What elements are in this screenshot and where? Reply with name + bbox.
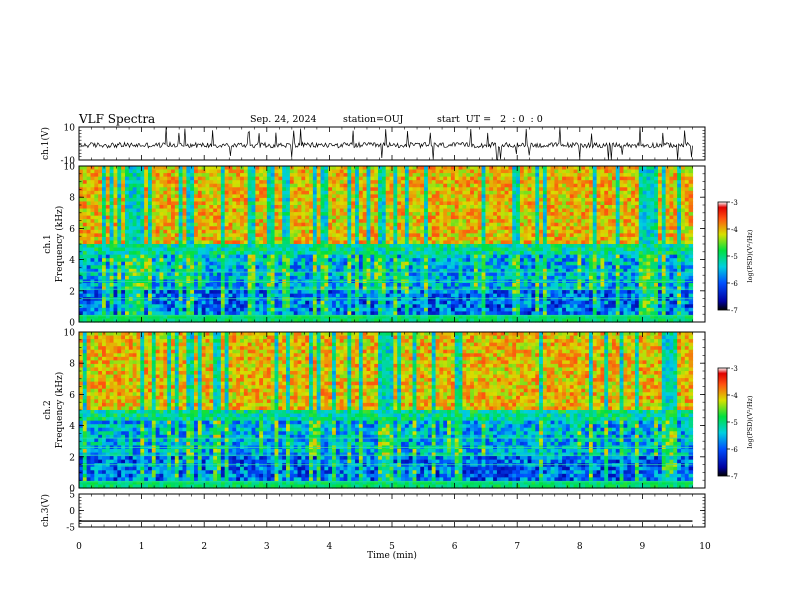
ch3-wave-ytick-label: 0 xyxy=(69,507,75,517)
ch1-spec-colorbar-label: log(PSD)(V²/Hz) xyxy=(746,229,754,282)
ch2-spec-colorbar-tick-label: -4 xyxy=(731,392,738,400)
ch1-spec-colorbar xyxy=(717,201,728,311)
x-tick-label: 6 xyxy=(452,542,458,552)
ch1-spec-colorbar-tick-label: -4 xyxy=(731,226,738,234)
ch2-spec-colorbar-tick-label: -6 xyxy=(731,446,738,454)
start-ut-label: start UT = 2 : 0 : 0 xyxy=(437,114,543,125)
x-tick-label: 8 xyxy=(577,542,583,552)
ch3-wave-ytick-label: 5 xyxy=(69,491,75,501)
x-tick-label: 7 xyxy=(514,542,520,552)
ch2-spec-ylabel-channel: ch.2 xyxy=(43,400,53,419)
x-tick-label: 5 xyxy=(389,542,395,552)
ch2-spec-colorbar-label: log(PSD)(V²/Hz) xyxy=(746,395,754,448)
x-tick-label: 2 xyxy=(201,542,207,552)
ch1-spec-ytick-label: 8 xyxy=(69,194,75,204)
ch2-spec-ytick-label: 6 xyxy=(69,391,75,401)
ch1-spec-ytick-label: 0 xyxy=(69,319,75,329)
x-tick-label: 10 xyxy=(699,542,711,552)
ch2-spec-ytick-label: 8 xyxy=(69,360,75,370)
ch3-waveform-ylabel: ch.3(V) xyxy=(40,494,51,527)
ch1-wave-ytick-label: 10 xyxy=(64,124,76,134)
x-tick-label: 4 xyxy=(327,542,333,552)
x-tick-label: 3 xyxy=(264,542,270,552)
ch1-spec-colorbar-tick-label: -6 xyxy=(731,280,738,288)
ch2-spec-ytick-label: 4 xyxy=(69,422,75,432)
ch2-spec-heatmap xyxy=(79,332,694,489)
ch2-spec-ytick-label: 0 xyxy=(69,485,75,495)
station-label: station=OUJ xyxy=(343,114,404,125)
ch1-spec-ytick-label: 10 xyxy=(64,163,76,173)
x-tick-label: 1 xyxy=(139,542,145,552)
ch2-spec-ylabel-frequency: Frequency (kHz) xyxy=(54,372,65,449)
figure-title: VLF Spectra xyxy=(79,112,156,126)
ch1-spec-ylabel-frequency: Frequency (kHz) xyxy=(54,206,65,283)
ch1-waveform-line xyxy=(78,127,693,161)
x-tick-label: 9 xyxy=(640,542,646,552)
ch1-spec-ytick-label: 6 xyxy=(69,225,75,235)
ch2-spec-ytick-label: 2 xyxy=(69,453,75,463)
ch1-spec-ylabel-channel: ch.1 xyxy=(43,234,53,253)
ch1-spec-heatmap xyxy=(79,166,694,323)
ch1-waveform-ylabel: ch.1(V) xyxy=(40,127,51,160)
ch1-spec-colorbar-tick-label: -3 xyxy=(731,199,738,207)
x-tick-label: 0 xyxy=(76,542,82,552)
ch3-wave-ytick-label: -5 xyxy=(66,524,75,534)
ch2-spec-colorbar-tick-label: -7 xyxy=(731,473,738,481)
ch1-spec-colorbar-tick-label: -7 xyxy=(731,307,738,315)
ch2-spec-colorbar-tick-label: -3 xyxy=(731,365,738,373)
ch2-spec-colorbar-tick-label: -5 xyxy=(731,419,738,427)
ch1-spec-ytick-label: 2 xyxy=(69,287,75,297)
ch1-wave-ytick-label: -10 xyxy=(61,157,76,167)
ch2-spec-colorbar xyxy=(717,367,728,477)
x-axis-label: Time (min) xyxy=(367,550,417,561)
date-label: Sep. 24, 2024 xyxy=(250,114,317,125)
ch1-spec-ytick-label: 4 xyxy=(69,256,75,266)
ch2-spec-ytick-label: 10 xyxy=(64,329,76,339)
ch1-spec-colorbar-tick-label: -5 xyxy=(731,253,738,261)
